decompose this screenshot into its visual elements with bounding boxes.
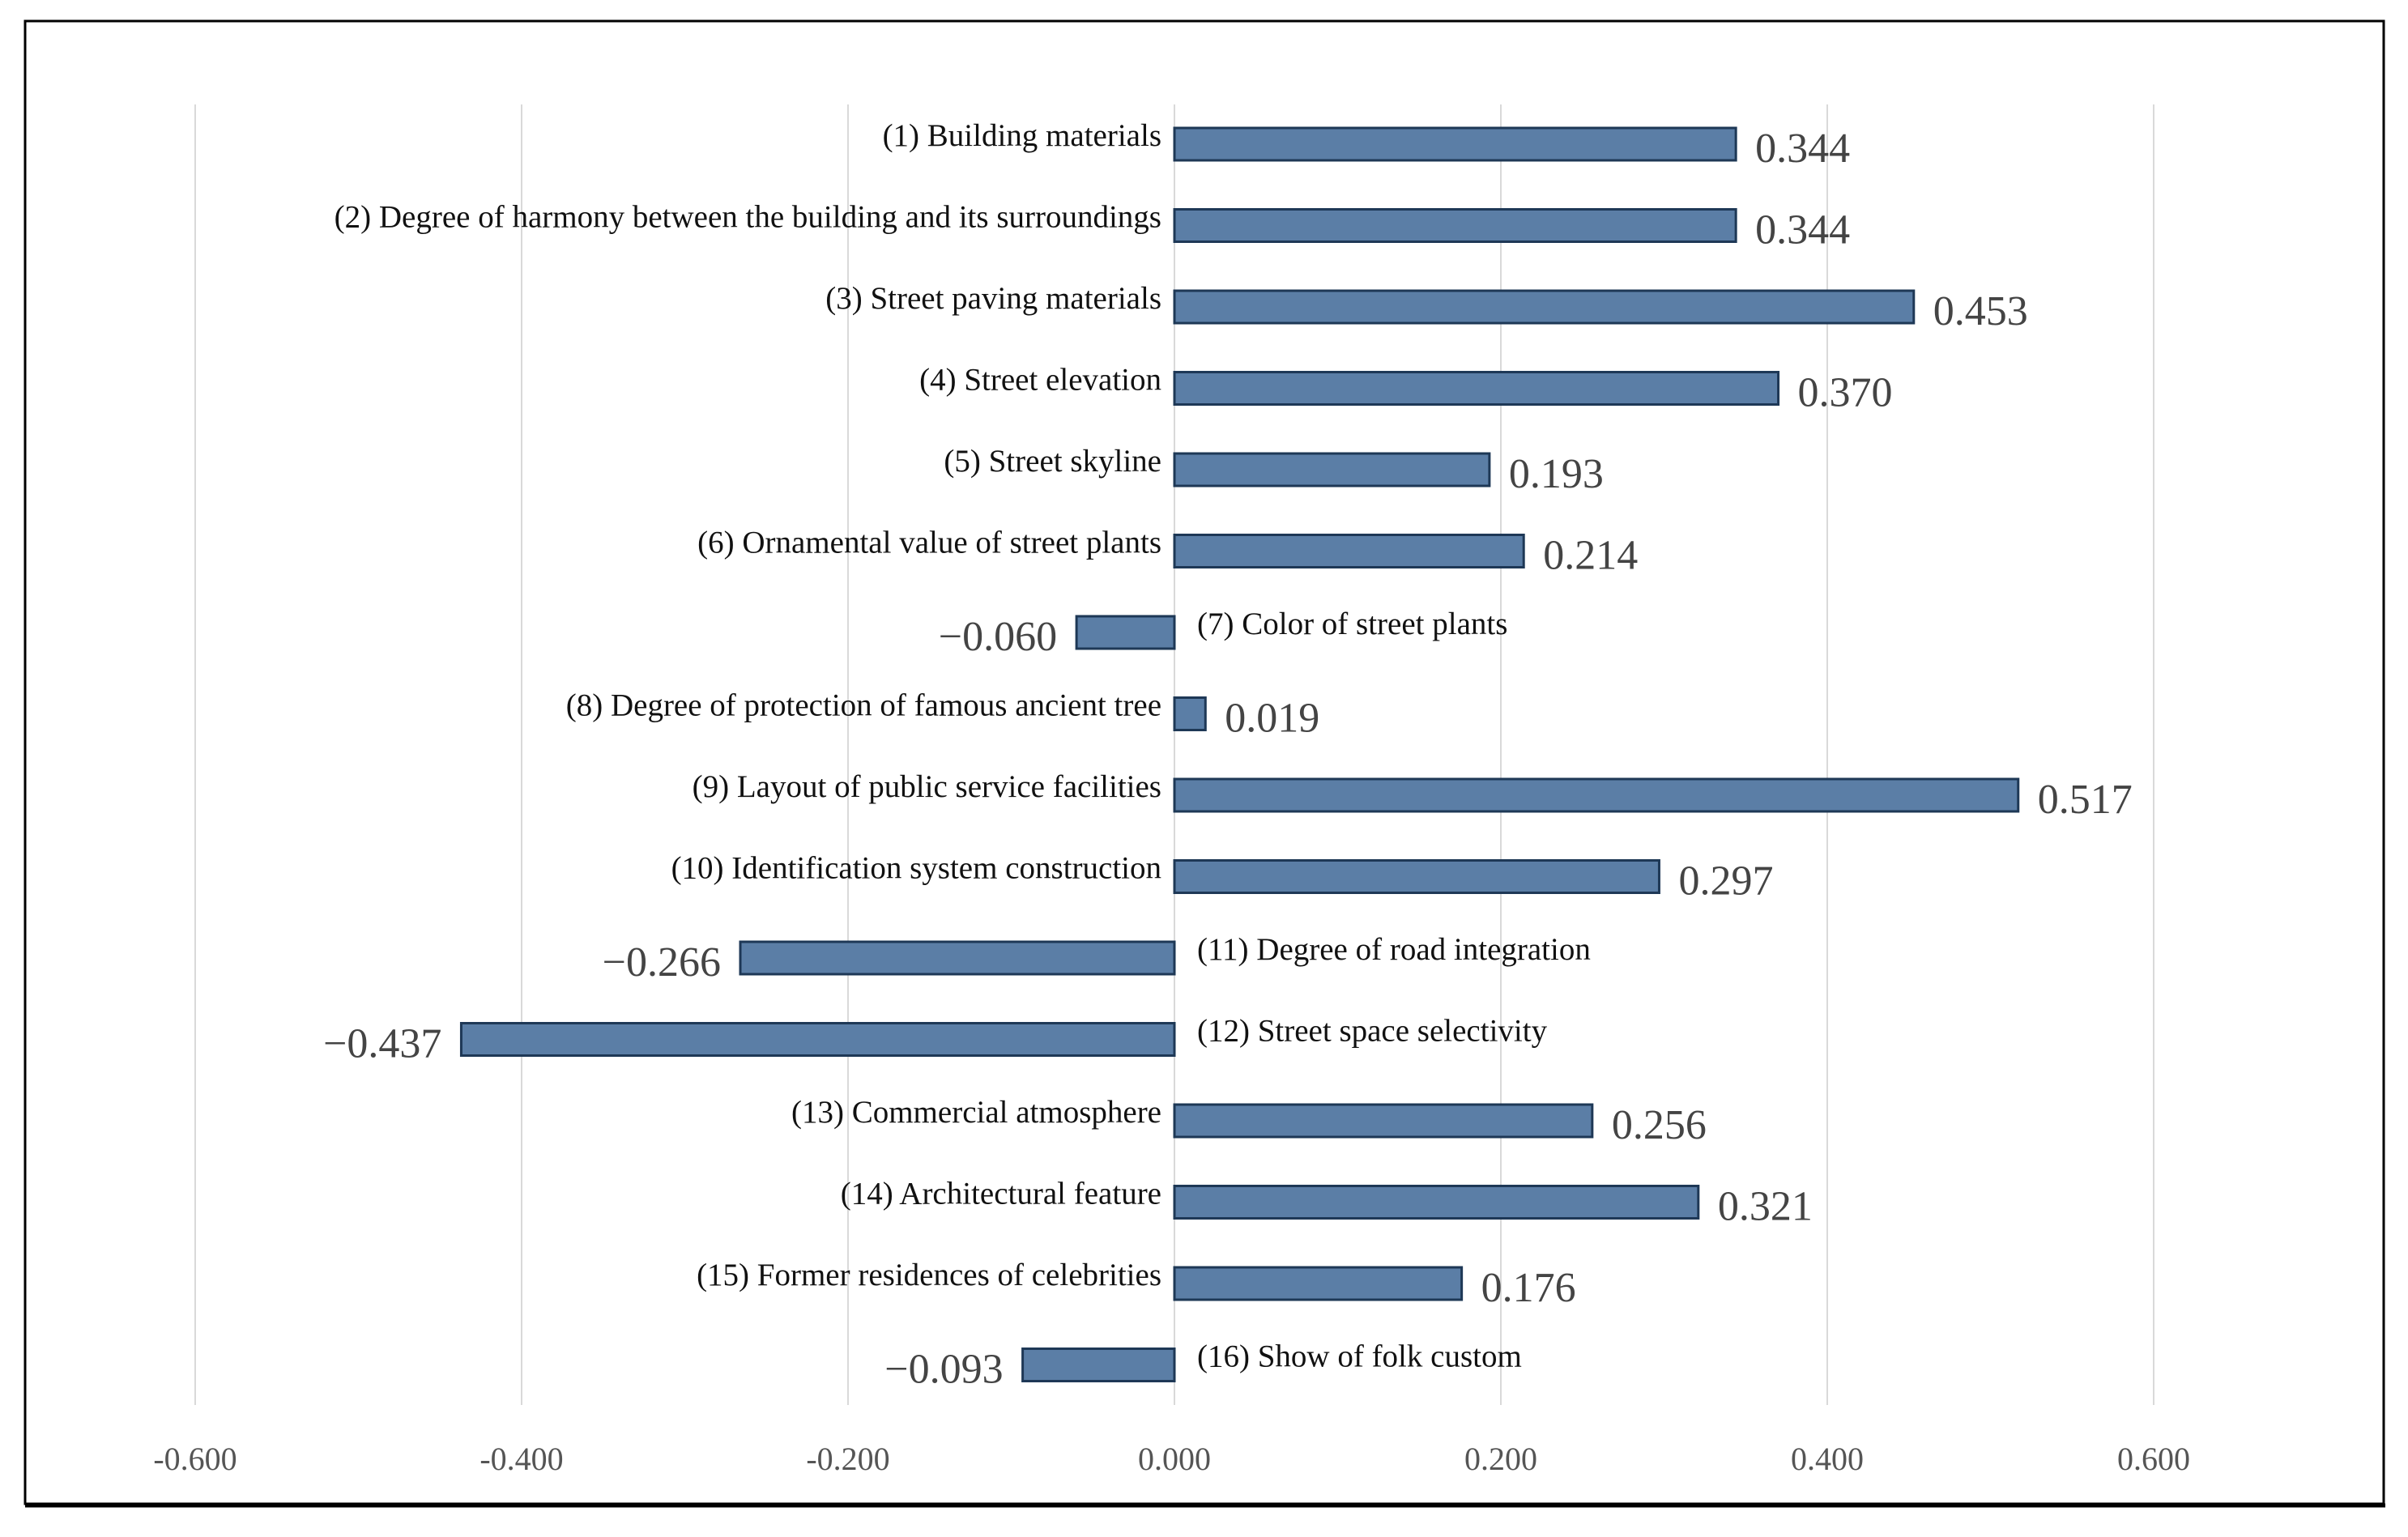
value-label: 0.019 <box>1225 696 1319 742</box>
category-label: (12) Street space selectivity <box>1197 1014 1548 1049</box>
bar <box>1173 208 1737 243</box>
x-tick-label: 0.400 <box>1791 1441 1864 1477</box>
category-label: (8) Degree of protection of famous ancie… <box>566 688 1161 723</box>
value-label: 0.176 <box>1481 1265 1576 1311</box>
value-label: 0.214 <box>1543 533 1638 579</box>
value-label: −0.093 <box>884 1347 1003 1393</box>
category-label: (14) Architectural feature <box>841 1177 1161 1211</box>
value-label: 0.453 <box>1933 288 2028 334</box>
value-label: 0.344 <box>1755 126 1850 172</box>
category-label: (10) Identification system construction <box>671 851 1161 886</box>
bar <box>459 1022 1176 1057</box>
category-label: (5) Street skyline <box>944 444 1161 479</box>
value-label: −0.437 <box>323 1021 441 1067</box>
category-label: (6) Ornamental value of street plants <box>697 526 1161 560</box>
value-label: 0.321 <box>1718 1184 1813 1230</box>
category-label: (2) Degree of harmony between the buildi… <box>335 200 1161 235</box>
bar <box>739 940 1176 976</box>
value-label: 0.517 <box>2038 777 2133 823</box>
bar <box>1173 534 1525 568</box>
x-tick-label: 0.000 <box>1138 1441 1211 1477</box>
value-label: 0.344 <box>1755 207 1850 253</box>
value-label: 0.193 <box>1509 451 1604 497</box>
category-label: (11) Degree of road integration <box>1197 932 1591 967</box>
value-label: −0.060 <box>939 614 1057 660</box>
x-tick-label: -0.200 <box>806 1441 889 1477</box>
bar <box>1173 289 1916 325</box>
bar <box>1173 452 1491 487</box>
bar <box>1173 696 1207 731</box>
bar <box>1173 1103 1594 1139</box>
x-tick-label: -0.600 <box>153 1441 237 1477</box>
value-label: 0.370 <box>1798 370 1893 416</box>
bar <box>1173 859 1660 894</box>
bar <box>1173 1185 1700 1220</box>
x-tick-label: 0.200 <box>1464 1441 1537 1477</box>
bar <box>1075 615 1176 650</box>
category-label: (7) Color of street plants <box>1197 607 1507 641</box>
bar <box>1021 1348 1176 1382</box>
value-label: 0.297 <box>1678 858 1773 905</box>
category-label: (9) Layout of public service facilities <box>693 769 1161 804</box>
bar <box>1173 371 1780 406</box>
bar <box>1173 1266 1464 1301</box>
x-tick-label: -0.400 <box>479 1441 563 1477</box>
category-label: (16) Show of folk custom <box>1197 1339 1522 1374</box>
bar <box>1173 126 1737 162</box>
category-label: (15) Former residences of celebrities <box>697 1258 1161 1292</box>
bar <box>1173 777 2020 813</box>
chart-frame <box>23 19 2385 1505</box>
category-label: (4) Street elevation <box>919 363 1161 398</box>
category-label: (1) Building materials <box>883 118 1161 153</box>
category-label: (13) Commercial atmosphere <box>791 1095 1161 1130</box>
value-label: 0.256 <box>1612 1102 1707 1148</box>
x-tick-label: 0.600 <box>2117 1441 2190 1477</box>
value-label: −0.266 <box>603 939 721 986</box>
category-label: (3) Street paving materials <box>825 281 1161 316</box>
